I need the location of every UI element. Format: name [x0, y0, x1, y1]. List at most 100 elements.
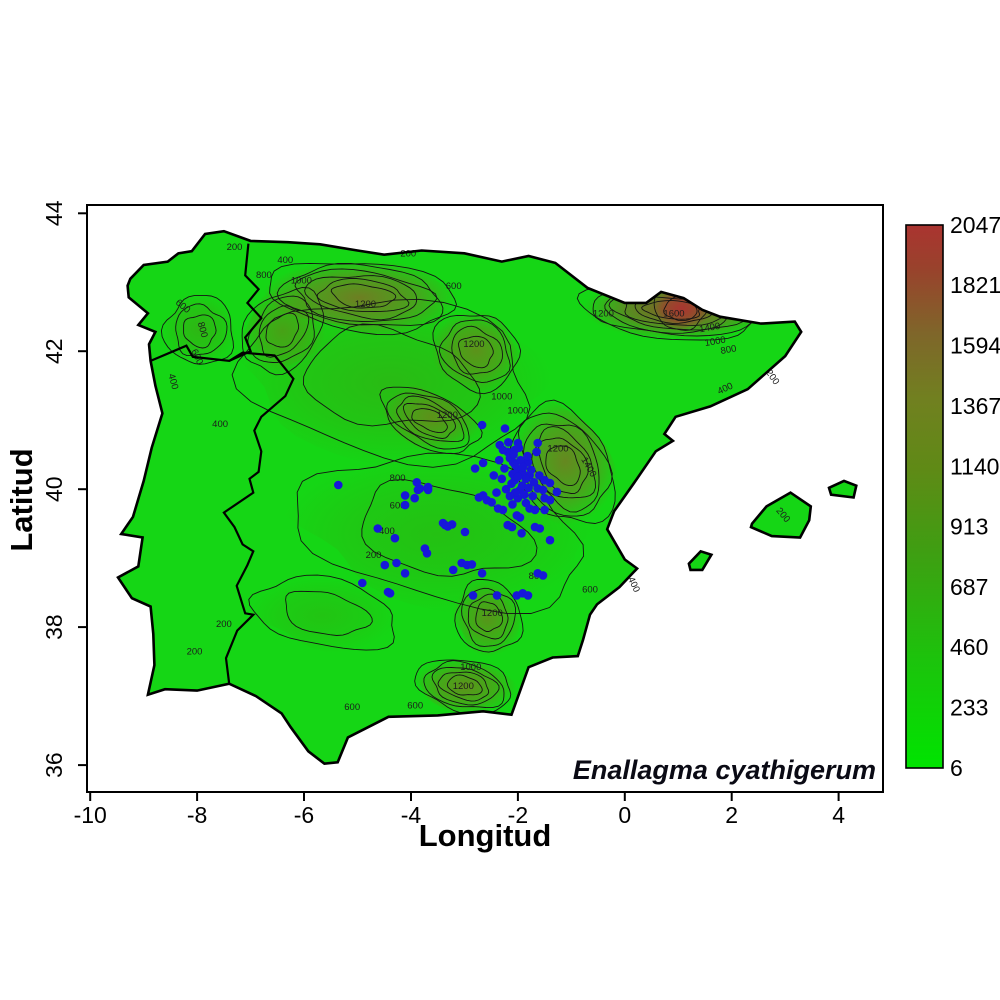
portugal-spain-border [150, 344, 295, 684]
contour-ring [304, 275, 418, 321]
contour-label: 400 [165, 373, 180, 391]
colorbar-tick-label: 1140 [950, 453, 999, 479]
contour-label: 400 [277, 255, 293, 266]
island-coastline [827, 479, 858, 499]
occurrence-point [509, 450, 518, 460]
contour-label: 1000 [291, 276, 312, 287]
occurrence-point [532, 447, 541, 457]
colorbar-tick-label: 1594 [950, 333, 1000, 359]
contour-label: 200 [227, 242, 243, 253]
occurrence-point [413, 485, 423, 495]
occurrence-point [507, 479, 516, 489]
contour-label: 1000 [491, 392, 512, 403]
occurrence-point [500, 424, 510, 433]
occurrence-point [535, 471, 544, 480]
contour-label: 1000 [460, 662, 481, 673]
contour-label: 600 [407, 701, 423, 712]
occurrence-point [524, 483, 533, 493]
contour-label: 200 [216, 619, 232, 630]
x-tick-label: -8 [187, 802, 207, 828]
contour-ring [285, 590, 373, 636]
occurrence-point [447, 520, 457, 529]
contour-ring [265, 312, 300, 348]
contour-label: 800 [256, 270, 272, 281]
colorbar-gradient [905, 224, 944, 769]
colorbar-tick-label: 1367 [950, 393, 1000, 419]
contour-ring [269, 262, 457, 336]
contour-label: 200 [187, 647, 203, 658]
galicia-border [228, 243, 263, 362]
occurrence-point [410, 493, 420, 503]
occurrence-point [392, 558, 401, 568]
occurrence-point [380, 560, 390, 570]
occurrence-point [516, 455, 525, 465]
coastline [116, 229, 858, 766]
occurrence-point [520, 490, 529, 500]
contour-ring [276, 262, 444, 326]
contour-label: 600 [582, 585, 598, 596]
contour-ring [432, 314, 522, 395]
colorbar-tick-label: 6 [950, 755, 963, 781]
y-tick-label: 40 [41, 476, 67, 502]
y-tick-label: 38 [41, 614, 67, 640]
contour-label: 200 [366, 550, 382, 561]
occurrence-point [538, 485, 548, 495]
occurrence-point [400, 491, 410, 500]
occurrence-point [487, 498, 497, 507]
colorbar-tick-label: 687 [950, 574, 988, 600]
contour-ring [294, 268, 438, 322]
contour-label: 400 [379, 526, 395, 537]
occurrence-point [529, 478, 539, 487]
occurrence-point [515, 513, 525, 522]
species-annotation: Enallagma cyathigerum [573, 755, 876, 785]
occurrence-point [521, 474, 531, 484]
contour-ring [248, 574, 395, 651]
occurrence-point [545, 495, 555, 505]
x-tick-label: -2 [508, 802, 528, 828]
contour-label: 1200 [355, 299, 376, 310]
occurrence-point [489, 471, 499, 480]
contour-ring [231, 298, 531, 468]
occurrence-point [412, 478, 422, 487]
occurrence-point [497, 474, 507, 484]
contour-ring [402, 402, 456, 439]
occurrence-point [535, 524, 545, 533]
y-tick-label: 44 [41, 200, 67, 226]
colorbar-tick-label: 233 [950, 695, 988, 721]
contour-label: 1000 [704, 335, 727, 350]
occurrence-point [523, 591, 533, 600]
contour-ring [446, 674, 483, 696]
occurrence-point [533, 438, 542, 448]
occurrence-point [460, 527, 470, 537]
contour-ring [431, 667, 500, 706]
occurrence-point [514, 443, 524, 453]
occurrence-point [467, 560, 477, 569]
x-axis-title: Longitud [419, 818, 552, 853]
x-tick-label: -10 [74, 802, 107, 828]
occurrence-point [400, 569, 410, 578]
contour-ring [423, 660, 505, 709]
contour-label: 600 [390, 501, 406, 512]
contour-label: 1000 [507, 405, 528, 416]
occurrence-point [513, 472, 523, 482]
contour-ring [396, 395, 465, 443]
contour-label: 1200 [547, 443, 568, 454]
contour-label: 1600 [663, 309, 684, 320]
occurrence-point [494, 455, 504, 465]
contour-label: 200 [400, 249, 416, 260]
elevation-shading-blob [247, 577, 398, 654]
occurrence-point [501, 484, 511, 494]
contour-label: 800 [195, 321, 210, 339]
occurrence-point [523, 451, 532, 461]
occurrence-point [358, 578, 367, 588]
occurrence-point [440, 520, 450, 530]
island [688, 551, 712, 570]
y-tick-label: 42 [41, 338, 67, 364]
contour-ring [458, 335, 494, 369]
occurrence-point [448, 565, 458, 575]
colorbar-tick-label: 460 [950, 634, 988, 660]
x-tick-label: 2 [725, 802, 738, 828]
elevation-shading-blob [511, 397, 619, 526]
contour-label: 1200 [482, 608, 503, 619]
occurrence-point [422, 549, 432, 558]
